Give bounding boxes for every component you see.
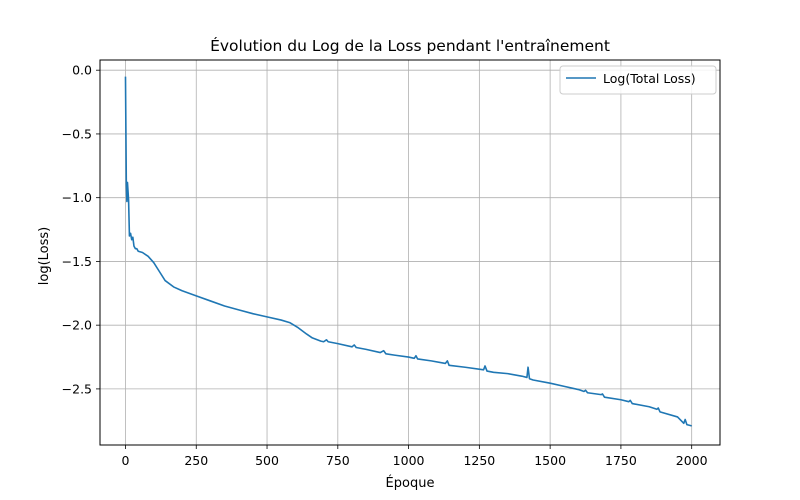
legend-box	[559, 65, 717, 95]
x-tick-label: 1750	[605, 453, 637, 468]
y-tick-label: −0.5	[62, 126, 92, 141]
x-tick-label: 1250	[463, 453, 495, 468]
legend-label: Log(Total Loss)	[603, 71, 696, 86]
plot-area-frame	[99, 59, 721, 446]
x-tick-label: 0	[122, 453, 130, 468]
plot-series	[124, 76, 692, 427]
x-tick-label: 2000	[676, 453, 708, 468]
y-tick-label: −2.5	[62, 381, 92, 396]
y-tick-label: 0.0	[72, 63, 92, 78]
series-line-log-total-loss	[124, 76, 692, 427]
x-tick-label: 1000	[393, 453, 425, 468]
x-axis-label: Époque	[386, 475, 435, 491]
chart-title: Évolution du Log de la Loss pendant l'en…	[210, 36, 610, 55]
legend: Log(Total Loss)	[559, 65, 717, 95]
x-tick-label: 750	[326, 453, 350, 468]
x-tick-label: 1500	[534, 453, 566, 468]
y-tick-label: −1.0	[62, 190, 92, 205]
y-axis-label: log(Loss)	[37, 227, 52, 285]
y-axis-ticks: 0.0 −0.5 −1.0 −1.5 −2.0 −2.5	[62, 63, 100, 396]
x-axis-ticks: 0 250 500 750 1000 1250 1500 1750 2000	[122, 445, 708, 468]
x-tick-label: 250	[184, 453, 208, 468]
y-tick-label: −2.0	[62, 318, 92, 333]
x-tick-label: 500	[255, 453, 279, 468]
y-tick-label: −1.5	[62, 254, 92, 269]
